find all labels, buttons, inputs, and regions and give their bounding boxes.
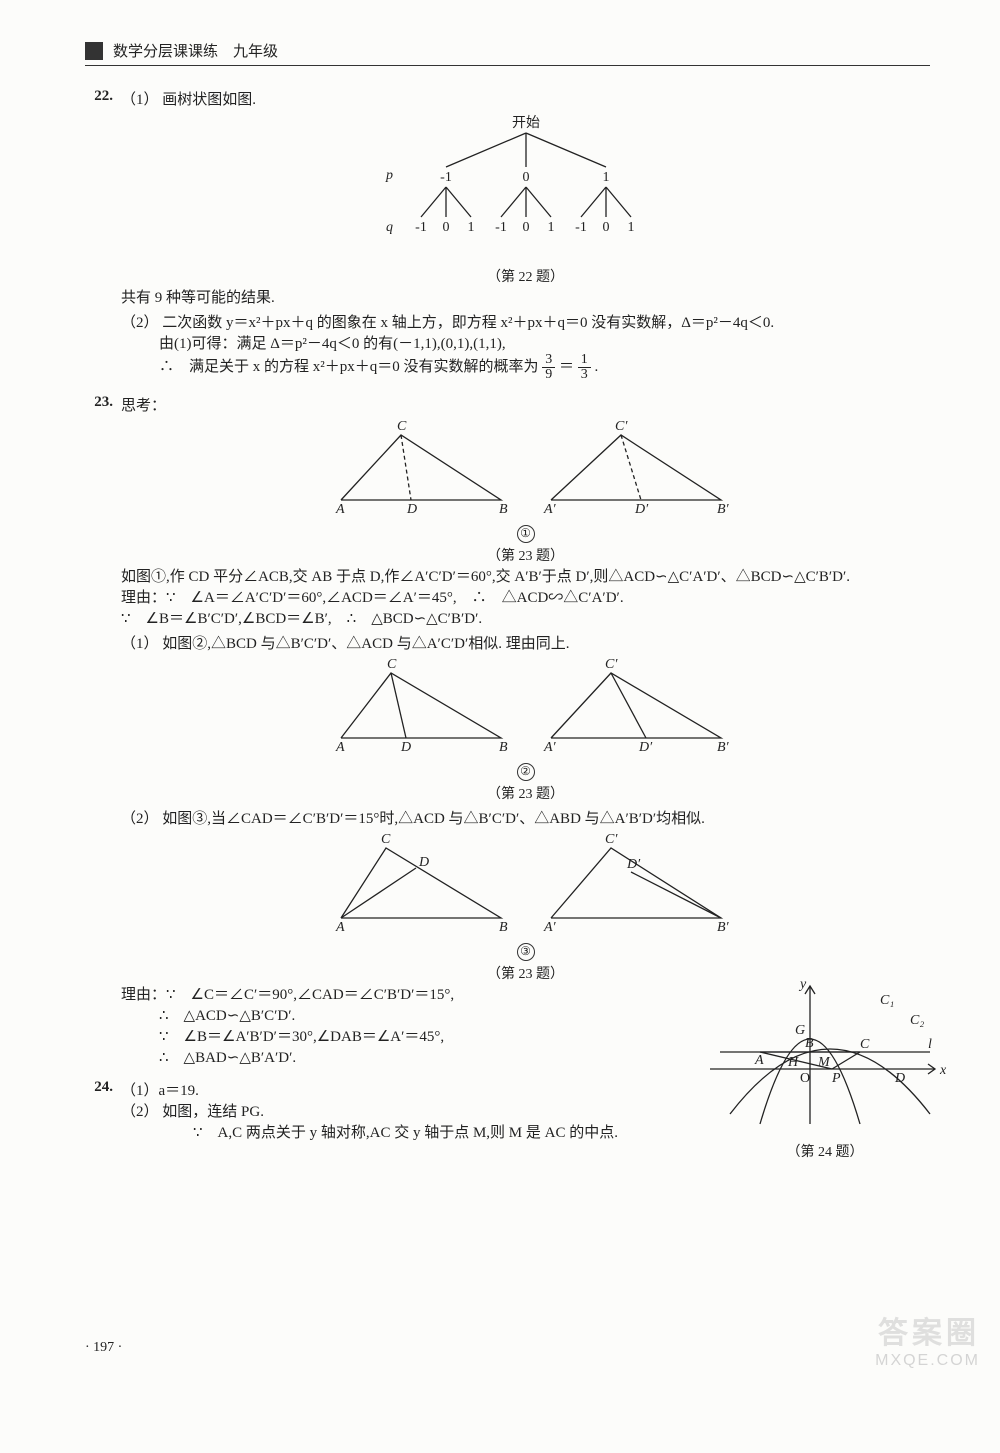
- svg-text:C′: C′: [615, 419, 628, 434]
- q23-part1-label: （1）: [121, 636, 159, 652]
- q24-figure: x y O l C₁ C₂ A C G B H M P D: [700, 974, 950, 1161]
- svg-text:1: 1: [602, 170, 609, 185]
- q22-tree-diagram: 开始 p -1 0 1 q -1 0 1 -1 0 1 -1: [121, 109, 930, 286]
- q23-caption2: （第 23 题）: [121, 783, 930, 803]
- svg-text:0: 0: [522, 220, 529, 235]
- question-23: 23. 思考： A B C D A′ B′ C′: [85, 394, 930, 1067]
- svg-text:开始: 开始: [512, 115, 540, 131]
- q23-circ3: ③: [517, 943, 535, 961]
- q24-number: 24.: [85, 1079, 113, 1096]
- q22-caption: （第 22 题）: [121, 266, 930, 286]
- watermark-line2: MXQE.COM: [875, 1352, 980, 1370]
- svg-text:C′: C′: [605, 832, 618, 847]
- q23-figure-1: A B C D A′ B′ C′ D′ ① （第 23 题）: [121, 415, 930, 565]
- q22-part2-l2: 由(1)可得：满足 Δ＝p²－4q＜0 的有(－1,1),(0,1),(1,1)…: [121, 332, 930, 353]
- q22-part2-l3: ∴ 满足关于 x 的方程 x²＋px＋q＝0 没有实数解的概率为 39 ＝ 13…: [121, 353, 930, 382]
- svg-text:-1: -1: [415, 220, 427, 235]
- q23-part2-label: （2）: [121, 811, 159, 827]
- q24-part1: （1）a＝19.: [121, 1079, 680, 1100]
- svg-text:0: 0: [442, 220, 449, 235]
- svg-text:-1: -1: [575, 220, 587, 235]
- svg-text:H: H: [787, 1055, 799, 1070]
- svg-text:A′: A′: [543, 920, 557, 935]
- q22-part2-label: （2）: [121, 315, 159, 331]
- svg-text:C: C: [387, 657, 397, 672]
- svg-text:1: 1: [547, 220, 554, 235]
- svg-text:l: l: [928, 1037, 932, 1052]
- svg-text:P: P: [831, 1071, 841, 1086]
- q22-part1-label: （1）: [121, 92, 159, 108]
- svg-text:-1: -1: [440, 170, 452, 185]
- watermark: 答案圈 MXQE.COM: [875, 1308, 980, 1370]
- svg-text:C₁: C₁: [880, 993, 894, 1008]
- svg-text:D: D: [400, 740, 411, 755]
- svg-text:B: B: [805, 1036, 814, 1051]
- q23-part1-text: 如图②,△BCD 与△B′C′D′、△ACD 与△A′C′D′相似. 理由同上.: [162, 636, 569, 652]
- svg-text:O: O: [800, 1071, 810, 1086]
- q23-part2-text: 如图③,当∠CAD＝∠C′B′D′＝15°时,△ACD 与△B′C′D′、△AB…: [162, 811, 705, 827]
- svg-text:D: D: [418, 855, 429, 870]
- svg-text:B: B: [499, 740, 508, 755]
- q24-part2-l2: ∵ A,C 两点关于 y 轴对称,AC 交 y 轴于点 M,则 M 是 AC 的…: [121, 1121, 680, 1142]
- svg-text:1: 1: [627, 220, 634, 235]
- q24-part2-l1: 如图，连结 PG.: [162, 1104, 264, 1120]
- page-number: · 197 ·: [85, 1340, 122, 1356]
- svg-text:A: A: [754, 1053, 764, 1068]
- q24-caption: （第 24 题）: [700, 1141, 950, 1161]
- header-title: 数学分层课课练 九年级: [113, 40, 278, 61]
- svg-text:-1: -1: [495, 220, 507, 235]
- svg-text:G: G: [795, 1023, 805, 1038]
- svg-text:B: B: [499, 920, 508, 935]
- q23-number: 23.: [85, 394, 113, 411]
- svg-text:0: 0: [602, 220, 609, 235]
- svg-text:C: C: [381, 832, 391, 847]
- svg-text:C: C: [860, 1037, 870, 1052]
- q23-reason2: ∵ ∠B＝∠B′C′D′,∠BCD＝∠B′, ∴ △BCD∽△C′B′D′.: [121, 607, 930, 628]
- q23-circ2: ②: [517, 763, 535, 781]
- svg-text:D′: D′: [638, 740, 653, 755]
- svg-text:q: q: [386, 220, 393, 235]
- svg-text:A: A: [335, 502, 345, 517]
- q23-intro: 思考：: [121, 398, 166, 414]
- q23-figure-2: A B C D A′ B′ C′ D′ ② （第 23 题）: [121, 653, 930, 803]
- svg-text:y: y: [798, 977, 807, 992]
- q22-part2-l1: 二次函数 y＝x²＋px＋q 的图象在 x 轴上方，即方程 x²＋px＋q＝0 …: [162, 315, 774, 331]
- svg-text:D′: D′: [626, 857, 641, 872]
- svg-text:B: B: [499, 502, 508, 517]
- q22-outcomes: 共有 9 种等可能的结果.: [121, 286, 930, 307]
- svg-text:p: p: [385, 168, 393, 183]
- svg-text:C: C: [397, 419, 407, 434]
- q23-figure-3: A B C D A′ B′ C′ D′ ③ （第 23 题）: [121, 828, 930, 983]
- q23-circ1: ①: [517, 525, 535, 543]
- svg-text:D: D: [406, 502, 417, 517]
- svg-text:A′: A′: [543, 740, 557, 755]
- svg-text:B′: B′: [717, 740, 730, 755]
- svg-text:B′: B′: [717, 502, 730, 517]
- question-24: 24. （1）a＝19. （2） 如图，连结 PG. ∵ A,C 两点关于 y …: [85, 1079, 930, 1142]
- svg-text:A′: A′: [543, 502, 557, 517]
- page-header: 数学分层课课练 九年级: [85, 40, 930, 66]
- book-icon: [85, 42, 103, 60]
- svg-text:D: D: [894, 1071, 905, 1086]
- q22-number: 22.: [85, 88, 113, 105]
- svg-text:A: A: [335, 740, 345, 755]
- svg-text:D′: D′: [634, 502, 649, 517]
- q23-para1: 如图①,作 CD 平分∠ACB,交 AB 于点 D,作∠A′C′D′＝60°,交…: [121, 565, 930, 586]
- q22-part1-text: 画树状图如图.: [162, 92, 256, 108]
- q23-caption1: （第 23 题）: [121, 545, 930, 565]
- svg-text:1: 1: [467, 220, 474, 235]
- svg-text:B′: B′: [717, 920, 730, 935]
- watermark-line1: 答案圈: [875, 1308, 980, 1352]
- svg-text:x: x: [939, 1063, 947, 1078]
- svg-text:0: 0: [522, 170, 529, 185]
- question-22: 22. （1） 画树状图如图. 开始 p -1 0 1 q -1 0: [85, 88, 930, 382]
- svg-text:C′: C′: [605, 657, 618, 672]
- svg-text:C₂: C₂: [910, 1013, 924, 1028]
- q24-part2-label: （2）: [121, 1104, 159, 1120]
- svg-text:A: A: [335, 920, 345, 935]
- q23-reason: 理由：∵ ∠A＝∠A′C′D′＝60°,∠ACD＝∠A′＝45°, ∴ △ACD…: [121, 586, 930, 607]
